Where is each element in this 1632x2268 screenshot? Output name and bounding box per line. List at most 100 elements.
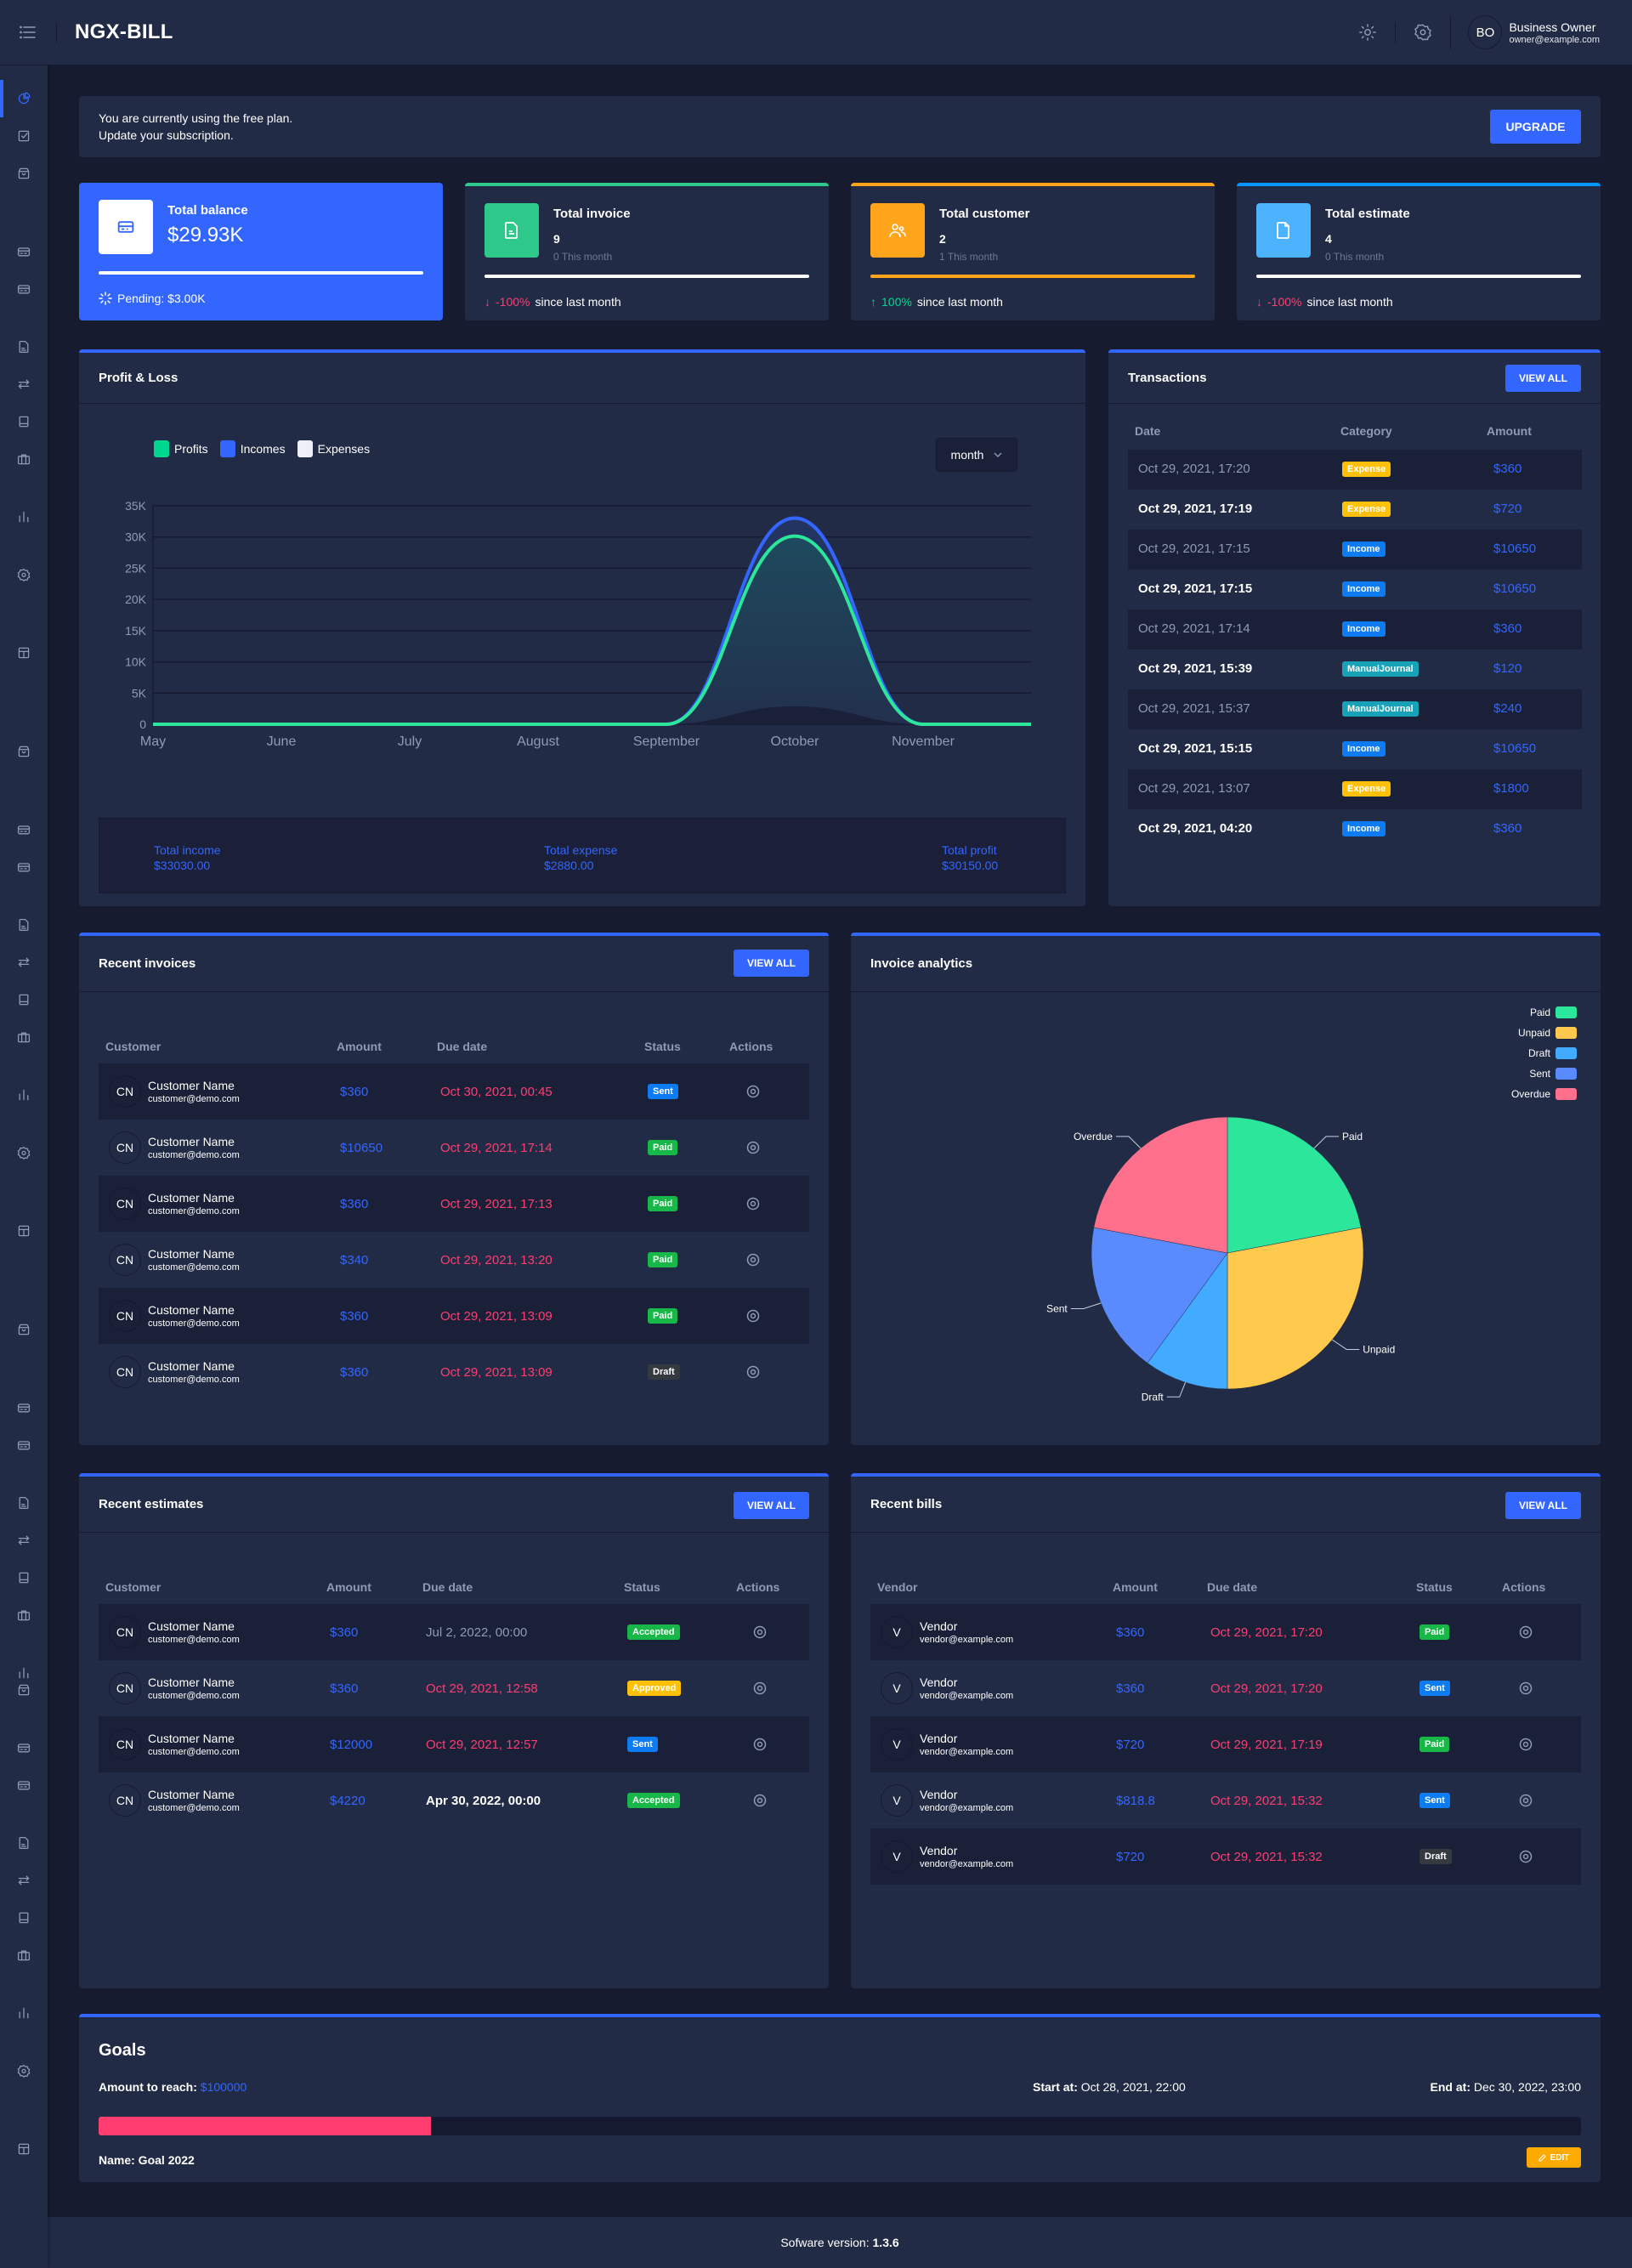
menu-toggle-button[interactable]	[0, 0, 57, 65]
view-button[interactable]	[746, 1197, 760, 1211]
sidebar-item[interactable]	[0, 2130, 48, 2168]
table-row[interactable]: CN Customer Name customer@demo.com $360 …	[99, 1176, 809, 1232]
view-button[interactable]	[746, 1365, 760, 1379]
table-row[interactable]: CN Customer Name customer@demo.com $1065…	[99, 1120, 809, 1176]
sidebar-item[interactable]	[0, 270, 48, 308]
view-button[interactable]	[746, 1085, 760, 1098]
sidebar-item[interactable]	[0, 403, 48, 440]
transaction-row[interactable]: Oct 29, 2021, 15:39 ManualJournal $120	[1128, 649, 1582, 689]
sidebar-item[interactable]	[0, 1994, 48, 2032]
sidebar-item[interactable]	[0, 80, 48, 117]
transaction-row[interactable]: Oct 29, 2021, 17:15 Income $10650	[1128, 530, 1582, 570]
upgrade-button[interactable]: UPGRADE	[1490, 110, 1581, 144]
legend-item[interactable]: Expenses	[297, 440, 370, 457]
period-select[interactable]: month	[936, 438, 1017, 472]
app-logo[interactable]: NGX-BILL	[75, 20, 173, 43]
sidebar-item[interactable]	[0, 1899, 48, 1936]
pie-legend-item[interactable]: Sent	[1511, 1063, 1577, 1084]
sidebar-item[interactable]	[0, 848, 48, 886]
transaction-row[interactable]: Oct 29, 2021, 17:14 Income $360	[1128, 610, 1582, 649]
sidebar-item[interactable]	[0, 440, 48, 478]
view-button[interactable]	[746, 1309, 760, 1323]
sidebar-item[interactable]	[0, 1134, 48, 1171]
view-button[interactable]	[746, 1141, 760, 1154]
sidebar-item[interactable]	[0, 1824, 48, 1862]
sidebar-item[interactable]	[0, 117, 48, 155]
transaction-row[interactable]: Oct 29, 2021, 04:20 Income $360	[1128, 809, 1582, 849]
sidebar-item[interactable]	[0, 1671, 48, 1709]
table-row[interactable]: V Vendor vendor@example.com $720 Oct 29,…	[870, 1716, 1581, 1772]
edit-goal-button[interactable]: EDIT	[1527, 2147, 1581, 2168]
sidebar-item[interactable]	[0, 2052, 48, 2089]
table-row[interactable]: CN Customer Name customer@demo.com $1200…	[99, 1716, 809, 1772]
sidebar-item[interactable]	[0, 634, 48, 672]
sidebar-item[interactable]	[0, 1596, 48, 1634]
estimates-view-all-button[interactable]: VIEW ALL	[734, 1492, 809, 1519]
sidebar-item[interactable]	[0, 944, 48, 981]
sidebar-item[interactable]	[0, 1729, 48, 1766]
pie-legend-item[interactable]: Paid	[1511, 1002, 1577, 1023]
sidebar-item[interactable]	[0, 1311, 48, 1348]
view-button[interactable]	[1519, 1738, 1533, 1751]
table-row[interactable]: CN Customer Name customer@demo.com $360 …	[99, 1288, 809, 1344]
legend-item[interactable]: Profits	[154, 440, 208, 457]
invoices-view-all-button[interactable]: VIEW ALL	[734, 950, 809, 977]
sidebar-item[interactable]	[0, 366, 48, 403]
sidebar-item[interactable]	[0, 1766, 48, 1804]
table-row[interactable]: CN Customer Name customer@demo.com $4220…	[99, 1772, 809, 1829]
sidebar-item[interactable]	[0, 1522, 48, 1559]
transaction-row[interactable]: Oct 29, 2021, 15:37 ManualJournal $240	[1128, 689, 1582, 729]
sidebar-item[interactable]	[0, 155, 48, 192]
view-button[interactable]	[753, 1681, 767, 1695]
table-row[interactable]: V Vendor vendor@example.com $720 Oct 29,…	[870, 1829, 1581, 1885]
view-button[interactable]	[746, 1253, 760, 1267]
table-row[interactable]: V Vendor vendor@example.com $360 Oct 29,…	[870, 1604, 1581, 1660]
table-row[interactable]: CN Customer Name customer@demo.com $360 …	[99, 1604, 809, 1660]
sidebar-item[interactable]	[0, 1484, 48, 1522]
sidebar-item[interactable]	[0, 906, 48, 944]
sidebar-item[interactable]	[0, 1389, 48, 1426]
user-menu[interactable]: BO Business Owner owner@example.com	[1451, 15, 1632, 49]
theme-toggle-button[interactable]	[1340, 0, 1395, 65]
transaction-row[interactable]: Oct 29, 2021, 17:19 Expense $720	[1128, 490, 1582, 530]
sidebar-item[interactable]	[0, 1076, 48, 1114]
view-button[interactable]	[1519, 1850, 1533, 1863]
transaction-row[interactable]: Oct 29, 2021, 13:07 Expense $1800	[1128, 769, 1582, 809]
transactions-view-all-button[interactable]: VIEW ALL	[1505, 365, 1581, 392]
sidebar-item[interactable]	[0, 1426, 48, 1464]
table-row[interactable]: CN Customer Name customer@demo.com $360 …	[99, 1344, 809, 1400]
table-row[interactable]: CN Customer Name customer@demo.com $360 …	[99, 1063, 809, 1120]
sidebar-item[interactable]	[0, 1654, 48, 1692]
table-row[interactable]: CN Customer Name customer@demo.com $340 …	[99, 1232, 809, 1288]
sidebar-item[interactable]	[0, 1018, 48, 1056]
pie-legend-item[interactable]: Overdue	[1511, 1084, 1577, 1104]
sidebar-item[interactable]	[0, 811, 48, 848]
view-button[interactable]	[753, 1738, 767, 1751]
legend-item[interactable]: Incomes	[219, 440, 286, 457]
view-button[interactable]	[1519, 1681, 1533, 1695]
transaction-row[interactable]: Oct 29, 2021, 17:15 Income $10650	[1128, 570, 1582, 610]
bills-view-all-button[interactable]: VIEW ALL	[1505, 1492, 1581, 1519]
pie-legend-item[interactable]: Draft	[1511, 1043, 1577, 1063]
sidebar-item[interactable]	[0, 1559, 48, 1596]
sidebar-item[interactable]	[0, 1936, 48, 1974]
view-button[interactable]	[1519, 1625, 1533, 1639]
table-row[interactable]: V Vendor vendor@example.com $360 Oct 29,…	[870, 1660, 1581, 1716]
table-row[interactable]: V Vendor vendor@example.com $818.8 Oct 2…	[870, 1772, 1581, 1829]
sidebar-item[interactable]	[0, 498, 48, 536]
view-button[interactable]	[753, 1625, 767, 1639]
pie-legend-item[interactable]: Unpaid	[1511, 1023, 1577, 1043]
sidebar-item[interactable]	[0, 233, 48, 270]
sidebar-item[interactable]	[0, 733, 48, 770]
sidebar-item[interactable]	[0, 1212, 48, 1250]
sidebar-item[interactable]	[0, 328, 48, 366]
table-row[interactable]: CN Customer Name customer@demo.com $360 …	[99, 1660, 809, 1716]
transaction-row[interactable]: Oct 29, 2021, 15:15 Income $10650	[1128, 729, 1582, 769]
settings-button[interactable]	[1396, 0, 1450, 65]
sidebar-item[interactable]	[0, 981, 48, 1018]
sidebar-item[interactable]	[0, 556, 48, 593]
sidebar-item[interactable]	[0, 1862, 48, 1899]
view-button[interactable]	[1519, 1794, 1533, 1807]
view-button[interactable]	[753, 1794, 767, 1807]
transaction-row[interactable]: Oct 29, 2021, 17:20 Expense $360	[1128, 450, 1582, 490]
